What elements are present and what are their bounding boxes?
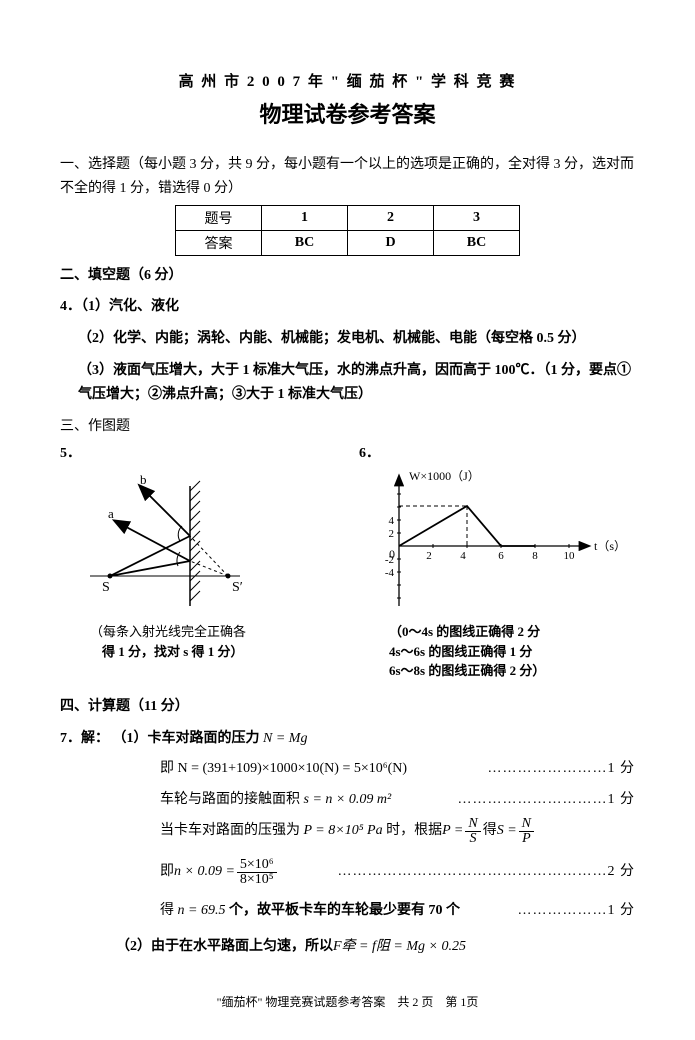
q4-line2: （2）化学、内能；涡轮、内能、机械能；发电机、机械能、电能（每空格 0.5 分）	[60, 327, 635, 351]
xtick: 2	[426, 550, 432, 562]
row-label: 题号	[176, 205, 262, 230]
eq-n: n = 69.5	[178, 903, 226, 918]
fig5-note: （每条入射光线完全正确各 得 1 分，找对 s 得 1 分）	[60, 622, 336, 661]
section-3-heading: 三、作图题	[60, 415, 635, 439]
q7-label: 7．解：	[60, 731, 109, 746]
q4-1: （1）汽化、液化	[81, 299, 179, 314]
fig5-note-l1: （每条入射光线完全正确各	[90, 622, 336, 642]
q4-2: （2）化学、内能；涡轮、内能、机械能；发电机、机械能、电能（每空格 0.5 分）	[78, 331, 586, 346]
table-row: 答案 BC D BC	[176, 230, 520, 255]
section-4-heading: 四、计算题（11 分）	[60, 695, 635, 719]
xtick: 8	[532, 550, 538, 562]
label-b: b	[140, 472, 147, 487]
col-header: 1	[262, 205, 348, 230]
frac-N1: N	[465, 817, 480, 832]
eq-p: P = 8×10⁵ Pa	[304, 816, 383, 847]
figure-6-graph: W×1000（J） t（s） 0 2 4 6 8 10 2 4 -2 -4	[359, 466, 619, 616]
ytick: 2	[389, 528, 395, 540]
answer-cell: BC	[262, 230, 348, 255]
score-2: …………………………1 分	[458, 785, 636, 816]
col-header: 3	[434, 205, 520, 230]
xtick: 4	[460, 550, 466, 562]
line5-pre: 即	[160, 857, 174, 888]
competition-subtitle: 高 州 市 2 0 0 7 年 " 缅 茄 杯 " 学 科 竞 赛	[60, 70, 635, 91]
line6-pre: 得	[160, 903, 174, 918]
fig6-note-l3: 6s～8s 的图线正确得 2 分）	[389, 661, 635, 681]
answers-table: 题号 1 2 3 答案 BC D BC	[175, 205, 520, 256]
xtick: 10	[564, 550, 576, 562]
section-2-heading: 二、填空题（6 分）	[60, 264, 635, 288]
score-4: ………………1 分	[518, 896, 636, 927]
frac-N2: N	[519, 817, 534, 832]
col-header: 2	[348, 205, 434, 230]
eq-n-mg: N = Mg	[263, 731, 307, 746]
frac-num: 5×10⁶	[237, 858, 277, 873]
figure-row: 5． S S′	[60, 442, 635, 681]
label-S: S	[102, 580, 110, 595]
ytick: -4	[385, 567, 395, 579]
score-3: ………………………………………………2 分	[338, 857, 636, 888]
fig6-note-l2: 4s～6s 的图线正确得 1 分	[389, 642, 635, 662]
q4-line3: （3）液面气压增大，大于 1 标准大气压，水的沸点升高，因而高于 100℃．（1…	[60, 359, 635, 407]
frac-den: 8×10⁵	[237, 873, 277, 887]
ytick: -2	[385, 554, 394, 566]
q7-line6: 得 n = 69.5 个，故平板卡车的车轮最少要有 70 个 ………………1 分	[60, 896, 635, 927]
score-1: ……………………1 分	[488, 754, 636, 785]
q7-line5: 即 n × 0.09 = 5×10⁶ 8×10⁵ …………………………………………	[60, 857, 635, 888]
table-row: 题号 1 2 3	[176, 205, 520, 230]
eq-n-val: N = (391+109)×1000×10(N) = 5×10⁶(N)	[178, 761, 408, 776]
answer-cell: D	[348, 230, 434, 255]
q4-3: （3）液面气压增大，大于 1 标准大气压，水的沸点升高，因而高于 100℃．（1…	[78, 363, 631, 402]
page-title: 物理试卷参考答案	[60, 97, 635, 129]
xtick: 6	[498, 550, 504, 562]
answer-cell: BC	[434, 230, 520, 255]
frac-P2: P	[519, 832, 534, 846]
fig6-note-l1: （0～4s 的图线正确得 2 分	[389, 622, 635, 642]
line4-mid2: 得	[483, 816, 497, 847]
p1-head: （1）卡车对路面的压力	[113, 731, 260, 746]
q6-label: 6．	[359, 442, 635, 462]
line6-post: 个，故平板卡车的车轮最少要有 70 个	[229, 903, 460, 918]
eq-f: F牵 = f阻 = Mg × 0.25	[333, 932, 466, 963]
frac-S1: S	[465, 832, 480, 846]
q7-line4: 当卡车对路面的压强为 P = 8×10⁵ Pa 时，根据 P = NS 得 S …	[60, 816, 635, 847]
line3-pre: 车轮与路面的接触面积	[160, 792, 300, 807]
q4-label: 4．	[60, 299, 81, 314]
page-footer: "缅茄杯" 物理竞赛试题参考答案 共 2 页 第 1页	[60, 993, 635, 1010]
q5-label: 5．	[60, 442, 336, 462]
label-Sp: S′	[232, 580, 243, 595]
fig5-note-l2: 得 1 分，找对 s 得 1 分）	[90, 642, 336, 662]
line2-pre: 即	[160, 761, 174, 776]
ytick: 4	[389, 515, 395, 527]
eq-s: s = n × 0.09 m²	[304, 792, 392, 807]
q4-line1: 4．（1）汽化、液化	[60, 295, 635, 319]
figure-5-optics: S S′ b a	[60, 466, 270, 616]
p2-head: （2）由于在水平路面上匀速，所以	[116, 932, 333, 963]
q7-part2: （2）由于在水平路面上匀速，所以 F牵 = f阻 = Mg × 0.25	[60, 932, 635, 963]
row-label: 答案	[176, 230, 262, 255]
xlabel: t（s）	[594, 539, 619, 553]
fig6-note: （0～4s 的图线正确得 2 分 4s～6s 的图线正确得 1 分 6s～8s …	[359, 622, 635, 681]
ylabel: W×1000（J）	[409, 469, 480, 483]
q7-line1: 7．解： （1）卡车对路面的压力 N = Mg	[60, 727, 635, 751]
q7-line3: 车轮与路面的接触面积 s = n × 0.09 m² …………………………1 分	[60, 785, 635, 816]
eq-lhs: n × 0.09 =	[174, 857, 235, 888]
q7-line2: 即 N = (391+109)×1000×10(N) = 5×10⁶(N) ………	[60, 754, 635, 785]
line4-pre: 当卡车对路面的压强为	[160, 816, 300, 847]
line4-mid: 时，根据	[386, 816, 442, 847]
label-a: a	[108, 506, 114, 521]
section-1-heading: 一、选择题（每小题 3 分，共 9 分，每小题有一个以上的选项是正确的，全对得 …	[60, 153, 635, 201]
